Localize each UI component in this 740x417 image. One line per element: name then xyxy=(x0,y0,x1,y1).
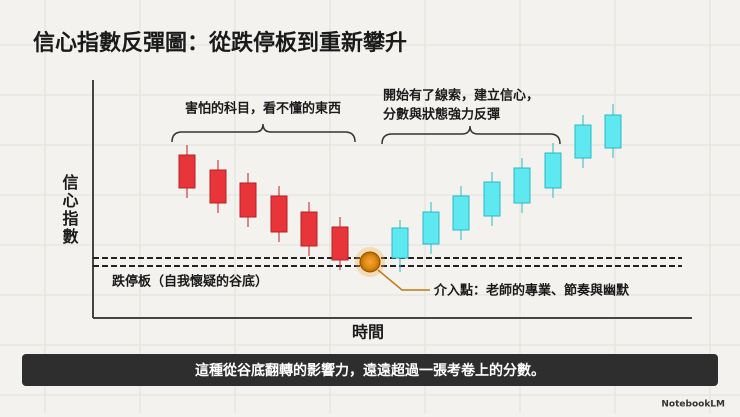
fear-annotation: 害怕的科目，看不懂的東西 xyxy=(185,101,341,117)
rebuild-bracket xyxy=(381,125,561,145)
logo: NotebookLM xyxy=(661,400,725,410)
title: 信心指數反彈圖：從跌停板到重新攀升 xyxy=(33,30,407,56)
floor-lines xyxy=(93,257,682,267)
y-axis-label: 信心指數 xyxy=(60,173,79,246)
axes xyxy=(92,80,692,319)
rebuild-annotation-line: 分數與狀態強力反彈 xyxy=(383,107,500,123)
falling-candles xyxy=(178,145,349,270)
rising-candles xyxy=(391,104,622,272)
footer-text: 這種從谷底翻轉的影響力，遠遠超過一張考卷上的分數。 xyxy=(195,362,545,379)
floor-label: 跌停板（自我懷疑的谷底） xyxy=(112,274,268,290)
rebuild-annotation-line: 開始有了線索，建立信心， xyxy=(383,88,539,104)
x-axis-label: 時間 xyxy=(352,323,384,342)
entry-point xyxy=(359,251,381,273)
fear-bracket xyxy=(171,123,356,143)
entry-connector xyxy=(377,269,430,291)
entry-label: 介入點：老師的專業、節奏與幽默 xyxy=(433,283,630,299)
footer-bar xyxy=(22,354,718,386)
